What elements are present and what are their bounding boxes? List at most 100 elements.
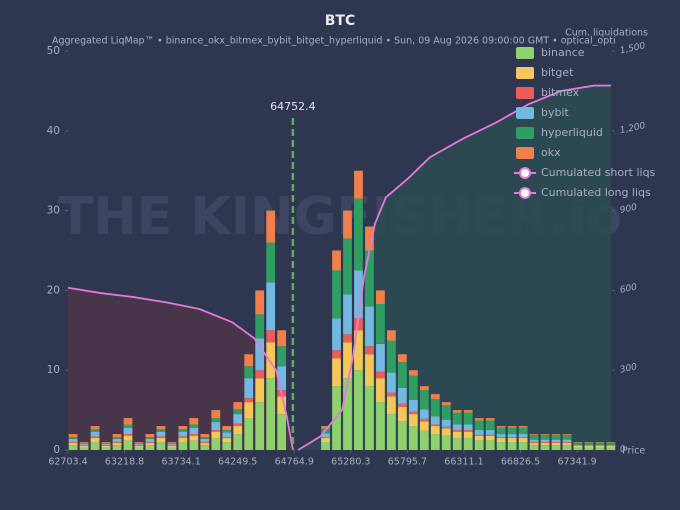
bar (189, 435, 199, 441)
bar (397, 406, 407, 422)
bar (68, 437, 78, 439)
legend-label: bybit (541, 106, 570, 119)
bar (167, 442, 177, 443)
bar (408, 414, 418, 427)
bar (200, 445, 210, 450)
legend-swatch (516, 67, 534, 79)
bar (387, 340, 396, 373)
bar (134, 442, 144, 444)
bar (266, 330, 276, 343)
bar (277, 346, 287, 367)
legend-swatch (516, 47, 534, 59)
bar (189, 418, 199, 425)
bar (332, 350, 341, 359)
bar (266, 282, 276, 331)
x-tick-label: 62703.4 (48, 457, 87, 468)
bar (419, 430, 429, 450)
bar (573, 446, 583, 448)
bar (551, 434, 561, 440)
bar (222, 426, 232, 431)
bar (200, 437, 210, 439)
bar (452, 410, 462, 413)
bar (397, 403, 407, 407)
bar (178, 442, 188, 450)
bar (90, 436, 100, 439)
bar (397, 354, 407, 363)
bar (387, 330, 396, 341)
bar (68, 442, 78, 446)
bar (595, 444, 605, 446)
bar (507, 437, 517, 439)
y-tick-label: 40 (47, 125, 60, 137)
bar (551, 442, 561, 443)
bar (452, 430, 462, 432)
bar (101, 445, 111, 447)
bar (178, 431, 188, 437)
bar (354, 330, 363, 371)
bar (79, 447, 89, 450)
bar (507, 434, 517, 438)
bar (419, 390, 429, 410)
bar (233, 414, 243, 424)
x-tick-label: 65280.3 (331, 457, 370, 468)
bar (79, 443, 89, 446)
legend-swatch (516, 127, 534, 139)
bar (134, 446, 144, 448)
bar (321, 426, 330, 429)
legend-swatch (516, 147, 534, 159)
bar (441, 419, 451, 427)
bar (222, 432, 232, 438)
bar (145, 442, 155, 443)
bar (540, 442, 550, 443)
bar (222, 437, 232, 439)
bar (343, 342, 352, 379)
bar (112, 442, 122, 443)
bar (343, 294, 352, 335)
bar (277, 366, 287, 391)
bar (419, 386, 429, 391)
bar (332, 270, 341, 319)
bar (529, 434, 539, 440)
bar (321, 442, 330, 450)
bar (145, 434, 155, 438)
bar (430, 398, 440, 417)
bar (540, 445, 550, 450)
bar (255, 402, 265, 450)
bar (485, 430, 495, 435)
bar (562, 445, 572, 450)
bar (376, 402, 385, 450)
bar (156, 431, 166, 437)
bar (540, 434, 550, 440)
bar (79, 442, 89, 444)
y2-tick-label: 900 (619, 203, 638, 216)
bar (90, 426, 100, 430)
bar (376, 343, 385, 372)
bar (244, 354, 254, 367)
chart-title: BTC (325, 13, 356, 29)
bar (189, 434, 199, 436)
bar (408, 370, 418, 376)
y2-tick-label: 300 (619, 362, 638, 375)
bar (79, 446, 89, 448)
bar (79, 445, 89, 447)
bar (112, 437, 122, 439)
bar (354, 370, 363, 450)
bar (430, 434, 440, 450)
bar (90, 429, 100, 432)
bar (134, 443, 144, 446)
bar (463, 430, 473, 432)
bar (134, 447, 144, 450)
bar (101, 442, 111, 443)
bar (452, 424, 462, 431)
bar (343, 238, 352, 295)
bar (189, 440, 199, 450)
bar (90, 431, 100, 437)
bar (200, 442, 210, 446)
bar (123, 424, 133, 428)
bar (518, 434, 528, 438)
bar (408, 426, 418, 450)
bar (387, 396, 396, 415)
bar (255, 338, 265, 371)
bar (79, 442, 89, 443)
y-tick-label: 30 (47, 205, 60, 217)
